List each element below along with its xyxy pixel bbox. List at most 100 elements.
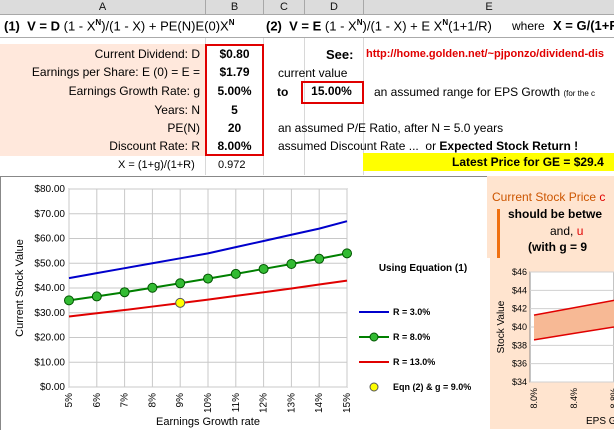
equation-part: V = D [27,18,60,34]
equation-2[interactable]: (2) V = E (1 - XN)/(1 - X) + E XN(1+1/R) [266,18,492,33]
x-tick-label: 13% [286,393,297,413]
column-header-label: A [98,1,107,13]
secondary-chart[interactable]: $34 $36 $38 $40 $42 $44 $46 8.0% 8.4% 8.8% Stock V… [490,258,614,429]
series-2-point [64,295,74,306]
growth-upper-box [301,81,364,104]
pe-value[interactable]: 20 [227,121,242,135]
x-tick-label: 9% [175,393,186,408]
dividend-label[interactable]: Current Dividend: D [94,47,200,61]
chart-title: Using Equation (1) [379,263,467,274]
pe-label[interactable]: PE(N) [167,121,200,135]
y-tick-label: $0.00 [40,382,65,393]
equation-exponent: N [95,18,102,27]
series-line-1 [68,220,348,280]
row-divider [0,37,614,38]
y-tick-label-2: $44 [512,285,527,295]
y-tick-label-2: $38 [512,340,527,350]
y-tick-label: $80.00 [34,184,65,195]
series-2-point [203,273,213,284]
y-tick-label-2: $36 [512,359,527,369]
growth-rate-label[interactable]: Earnings Growth Rate: g [68,84,200,98]
column-header-a[interactable]: A [0,0,206,15]
growth-note-small: (for the c [563,89,596,98]
y-tick-label: $20.00 [34,333,65,344]
x-tick-label: 7% [120,393,131,408]
y-tick-label: $40.00 [34,283,65,294]
eps-value[interactable]: $1.79 [219,65,250,79]
x-formula-label[interactable]: X = (1+g)/(1+R) [118,159,195,171]
discount-or-text: or [425,139,437,153]
discount-note[interactable]: assumed Discount Rate ... or Expected St… [278,139,578,153]
grid-divider [304,15,305,175]
equation-part: (1+1/R) [448,18,492,34]
side-panel-text: Current Stock Price [492,190,597,204]
equation-1[interactable]: (1) V = D (1 - XN)/(1 - X) + PE(N)E(0)XN [4,18,234,33]
equation-part: V = E [289,18,322,34]
eps-label[interactable]: Earnings per Share: E (0) = E = [31,65,200,79]
column-header-c[interactable]: C [264,0,305,15]
where-label: where [512,19,545,33]
x-tick-label: 10% [203,393,214,413]
growth-rate-value[interactable]: 5.00% [217,84,252,98]
see-link[interactable]: http://home.golden.net/~pjponzo/dividend… [366,48,605,60]
column-header-e[interactable]: E [364,0,614,15]
series-2-point [342,248,352,259]
x-tick-label: 15% [342,393,353,413]
series-line-2-1 [533,299,614,316]
equation-part: (1 - X [63,18,96,34]
legend-marker-yellow [369,382,379,392]
arrow-shaft [497,209,500,271]
side-panel-text: and, [550,224,574,238]
discount-note-text: assumed Discount Rate ... [278,139,419,153]
series-line-2-2 [533,326,614,341]
eps-note[interactable]: current value [278,66,348,80]
y-tick-label: $70.00 [34,209,65,220]
dividend-value[interactable]: $0.80 [219,47,250,61]
y-axis-title-2: Stock Value [496,300,507,353]
equation-exponent: N [442,18,449,27]
side-panel-line3: and, u [550,224,583,238]
equation-part: )/(1 - X) + E X [362,18,443,34]
equation-part: )/(1 - X) + PE(N)E(0)X [101,18,229,34]
side-panel-line1: Current Stock Price c [492,190,605,204]
legend-label-marker: Eqn (2) & g = 9.0% [393,382,471,392]
column-header-label: E [485,1,493,13]
x-tick-label-2: 8.8% [609,388,614,409]
legend-label-2: R = 8.0% [393,332,430,342]
x-axis-title-2: EPS G [586,416,614,427]
x-tick-label: 11% [231,393,242,412]
main-chart[interactable]: $0.00 $10.00 $20.00 $30.00 $40.00 $50.00 $60.0… [0,176,487,430]
equation-part: (1 - X [324,18,357,34]
column-header-d[interactable]: D [305,0,364,15]
side-panel-text: c [599,190,606,204]
x-value[interactable]: 0.972 [218,159,246,171]
years-label[interactable]: Years: N [154,103,200,117]
main-chart-svg: $0.00 $10.00 $20.00 $30.00 $40.00 $50.00 $60.0… [14,184,471,428]
growth-upper-value[interactable]: 15.00% [311,84,352,98]
x-tick-label-2: 8.0% [529,388,539,409]
y-tick-label: $60.00 [34,234,65,245]
labels-background [0,44,205,156]
growth-to-label: to [277,85,289,99]
x-axis-title: Earnings Growth rate [156,416,260,428]
series-line-3 [68,279,348,318]
latest-price-banner [363,153,614,171]
equation-row: (1) V = D (1 - XN)/(1 - X) + PE(N)E(0)XN… [0,15,614,37]
y-tick-label-2: $40 [512,322,527,332]
legend-marker [369,332,379,342]
pe-note[interactable]: an assumed P/E Ratio, after N = 5.0 year… [278,121,504,135]
column-header-b[interactable]: B [206,0,264,15]
x-tick-label-2: 8.4% [569,388,579,409]
years-value[interactable]: 5 [231,103,238,117]
series-2-point [286,258,297,269]
growth-note[interactable]: an assumed range for EPS Growth (for the… [374,85,595,99]
growth-note-text: an assumed range for EPS Growth [374,85,561,99]
latest-price-text[interactable]: Latest Price for GE = $29.4 [452,155,604,169]
equation-number: (1) [4,18,20,34]
x-tick-label: 12% [259,393,270,413]
x-tick-label: 8% [147,393,158,408]
discount-rate-label[interactable]: Discount Rate: R [109,139,200,153]
input-box [205,44,264,156]
equation-exponent: N [356,18,363,27]
discount-rate-value[interactable]: 8.00% [217,139,252,153]
